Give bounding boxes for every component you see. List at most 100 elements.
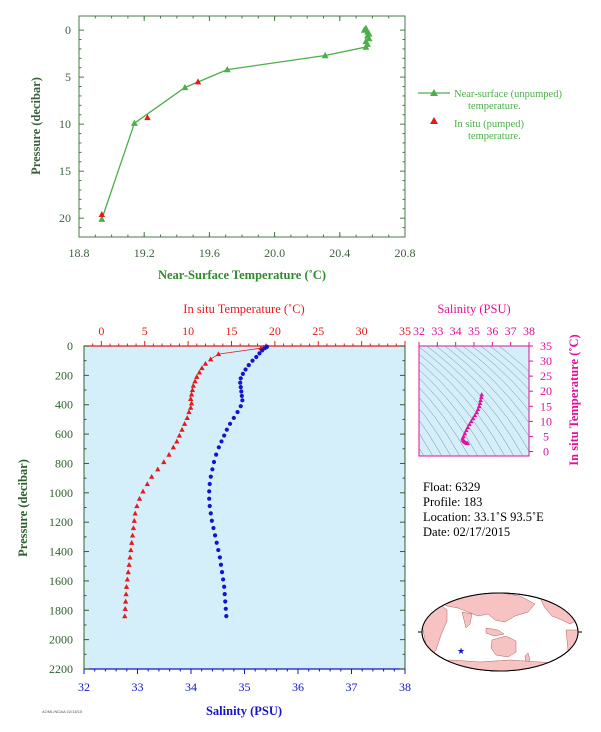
temperature-point [149,473,155,479]
unpumped-point [365,34,373,42]
axis-ticks [78,16,406,237]
pumped-series-markers [98,78,202,217]
temperature-point [188,396,194,401]
top-tick-label: 30 [356,324,368,338]
bottom-tick-label: 38 [399,680,411,694]
legend: Near-surface (unpumped) temperature. In … [418,89,562,142]
legend-marker-unpumped [430,89,438,96]
temperature-point [136,495,143,501]
temperature-point [184,415,190,421]
temperature-point [128,547,134,553]
bottom-tick-label: 34 [185,680,197,694]
ts-point [465,424,471,430]
ts-y-tick-label: 5 [543,429,549,443]
temperature-point [179,426,185,432]
float-info: Float: 6329 Profile: 183 Location: 33.1˚… [423,480,544,540]
y-tick-label: 0 [67,339,73,353]
y-tick-label: 15 [59,164,71,178]
temperature-point [123,583,130,589]
salinity-point [217,555,222,560]
salinity-point [218,562,224,567]
temperature-point [208,356,214,362]
continent-australia [490,635,517,658]
y-tick-label: 1800 [49,603,73,617]
top-tick-label: 35 [399,324,411,338]
salinity-point [222,592,227,597]
y-tick-label: 2000 [49,633,73,647]
salinity-point [260,348,265,353]
ts-point [462,430,468,436]
unpumped-point [360,26,368,33]
temperature-point [192,378,198,384]
salinity-point [250,358,255,363]
ts-axis-ticks [418,342,533,452]
temperature-point [215,351,222,357]
density-contour [419,369,488,456]
date: Date: 02/17/2015 [423,525,511,539]
ts-y-tick-label: 35 [540,339,552,353]
temperature-point [129,532,136,538]
top-tick-label: 0 [98,324,104,338]
ts-y-tick-label: 25 [540,369,552,383]
salinity-point [219,570,225,575]
salinity-point [254,354,259,360]
y-tick-label: 20 [59,211,71,225]
y-tick-label: 400 [55,398,73,412]
profile-chart: 0 5 10 15 20 25 30 35 32 33 34 35 36 37 38 0 200 400 600… [16,302,411,718]
salinity-point [214,540,219,545]
temperature-point [140,488,146,494]
unpumped-point [181,83,189,91]
salinity-point [238,376,243,381]
y-tick-label: 1600 [49,574,73,588]
unpumped-point [362,43,370,50]
temperature-point [190,382,196,388]
bottom-tick-label: 33 [132,680,144,694]
y-axis-label: Pressure (decibar) [16,459,30,557]
ts-x-tick-label: 37 [505,324,517,338]
salinity-point [207,496,212,501]
legend-marker-pumped [430,117,438,124]
x-axis-label: Near-Surface Temperature (˚C) [158,268,326,282]
salinity-point [221,577,226,582]
ts-point [474,409,480,415]
temperature-point [170,444,177,450]
ts-point [472,412,478,418]
legend-pumped-line2: temperature. [468,131,521,142]
ts-y-axis-label: In situ Temperature (˚C) [567,334,581,465]
temperature-point [124,576,131,582]
ts-point [475,406,481,412]
ts-x-tick-label: 35 [468,324,480,338]
y-tick-label: 2200 [49,662,73,676]
y-tick-label: 5 [65,70,71,84]
x-tick-label: 20.4 [329,246,350,260]
temperature-point [161,459,167,465]
temperature-point [189,387,196,393]
temperature-point [144,481,150,487]
density-contour [419,361,497,456]
ts-point [470,415,476,421]
x-tick-label: 20.8 [395,246,416,260]
temperature-point [176,432,183,438]
ts-x-tick-label: 38 [523,324,535,338]
temperature-point [129,539,135,545]
density-contour [480,346,529,390]
salinity-point [240,371,245,376]
salinity-point [231,415,236,421]
top-tick-label: 25 [312,324,324,338]
salinity-point [219,439,224,444]
temperature-point [131,517,137,523]
salinity-point [224,427,229,432]
profile-number: Profile: 183 [423,495,483,509]
density-contour [498,346,529,372]
ts-point [465,440,471,446]
salinity-series-markers [207,344,270,619]
temperature-point [155,466,161,472]
footer-credit: AOML/NOAA 02/18/15 [42,709,83,714]
bottom-axis-label: Salinity (PSU) [206,704,282,718]
salinity-point [238,385,243,390]
ts-x-tick-label: 36 [486,324,498,338]
salinity-point [243,367,248,372]
ts-point [468,418,474,424]
temperature-point [188,391,195,397]
